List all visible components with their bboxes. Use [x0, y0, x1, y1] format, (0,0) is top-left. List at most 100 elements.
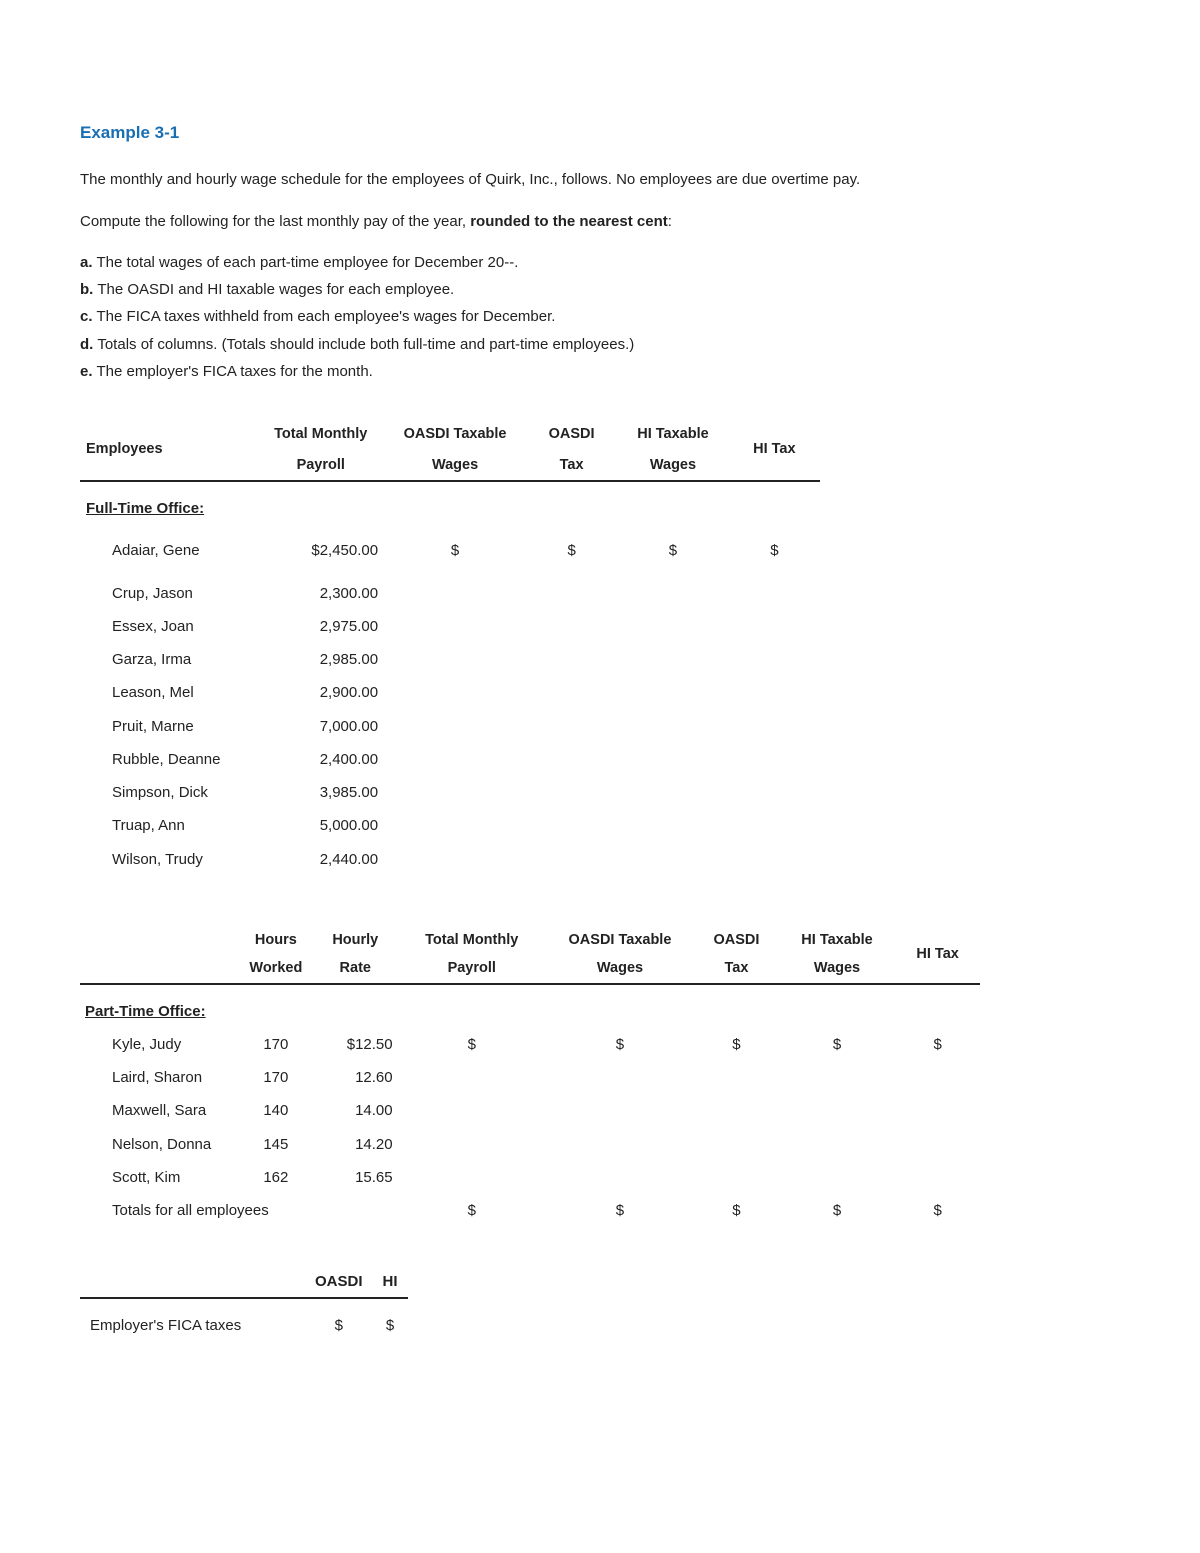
pt-blank-cell [546, 1094, 694, 1127]
ft-total-monthly-payroll: 2,400.00 [257, 743, 384, 776]
ft-h-tmp1: Total Monthly [257, 419, 384, 449]
ft-employee-name: Leason, Mel [80, 676, 257, 709]
task-b-letter: b. [80, 281, 93, 298]
pt-blank-cell: $ [779, 1028, 895, 1061]
ft-blank-cell [617, 809, 729, 842]
ft-blank-cell [617, 843, 729, 876]
pt-h-ot1: OASDI [694, 926, 779, 954]
ft-blank-cell: $ [617, 525, 729, 576]
ft-blank-cell: $ [729, 525, 820, 576]
ft-employee-name: Essex, Joan [80, 610, 257, 643]
pt-header-row: Hours Hourly Total Monthly OASDI Taxable… [80, 926, 980, 954]
ft-total-monthly-payroll: 2,975.00 [257, 610, 384, 643]
task-e-letter: e. [80, 363, 93, 380]
ft-row: Garza, Irma2,985.00 [80, 643, 820, 676]
pt-hours-worked: 170 [239, 1061, 313, 1094]
ft-h-employees: Employees [80, 419, 257, 481]
ft-row: Leason, Mel2,900.00 [80, 676, 820, 709]
ft-blank-cell [617, 710, 729, 743]
ft-total-monthly-payroll: 2,985.00 [257, 643, 384, 676]
fica-oasdi-val: $ [305, 1309, 373, 1342]
fulltime-table: Employees Total Monthly OASDI Taxable OA… [80, 419, 820, 876]
pt-h-rate2: Rate [313, 954, 398, 983]
ft-blank-cell [617, 577, 729, 610]
ft-employee-name: Pruit, Marne [80, 710, 257, 743]
ft-row: Adaiar, Gene$2,450.00$$$$ [80, 525, 820, 576]
pt-blank-cell [398, 1094, 546, 1127]
employer-fica-table: OASDI HI Employer's FICA taxes $ $ [80, 1267, 408, 1342]
pt-blank-cell [895, 1094, 980, 1127]
pt-blank-cell: $ [895, 1028, 980, 1061]
task-d-letter: d. [80, 336, 93, 353]
pt-section-row: Part-Time Office: [80, 995, 980, 1028]
task-e: e.The employer's FICA taxes for the mont… [80, 360, 1120, 383]
parttime-table: Hours Hourly Total Monthly OASDI Taxable… [80, 926, 980, 1228]
fica-label: Employer's FICA taxes [80, 1309, 305, 1342]
pt-h-tmp2: Payroll [398, 954, 546, 983]
pt-h-htw1: HI Taxable [779, 926, 895, 954]
pt-blank-cell: $ [398, 1028, 546, 1061]
pt-blank-cell [694, 1061, 779, 1094]
pt-totals-label: Totals for all employees [80, 1194, 398, 1227]
pt-blank-cell [546, 1161, 694, 1194]
ft-blank-cell [526, 843, 617, 876]
ft-total-monthly-payroll: 5,000.00 [257, 809, 384, 842]
fica-hi-val: $ [373, 1309, 408, 1342]
task-list: a.The total wages of each part-time empl… [80, 251, 1120, 383]
pt-blank-cell [779, 1094, 895, 1127]
pt-hourly-rate: 14.00 [313, 1094, 398, 1127]
pt-employee-name: Laird, Sharon [80, 1061, 239, 1094]
ft-blank-cell [729, 610, 820, 643]
pt-hours-worked: 145 [239, 1128, 313, 1161]
pt-h-otw2: Wages [546, 954, 694, 983]
ft-blank-cell [729, 743, 820, 776]
pt-h-ht: HI Tax [895, 926, 980, 984]
ft-section-row: Full-Time Office: [80, 492, 820, 525]
ft-h-otw1: OASDI Taxable [384, 419, 526, 449]
pt-blank-cell [398, 1128, 546, 1161]
ft-h-ht: HI Tax [729, 419, 820, 481]
ft-blank-cell [526, 710, 617, 743]
pt-h-tmp1: Total Monthly [398, 926, 546, 954]
ft-total-monthly-payroll: 2,440.00 [257, 843, 384, 876]
pt-header-row2: Worked Rate Payroll Wages Tax Wages [80, 954, 980, 983]
pt-row: Scott, Kim16215.65 [80, 1161, 980, 1194]
ft-employee-name: Wilson, Trudy [80, 843, 257, 876]
ft-employee-name: Adaiar, Gene [80, 525, 257, 576]
pt-totals-row: Totals for all employees $ $ $ $ $ [80, 1194, 980, 1227]
task-c-text: The FICA taxes withheld from each employ… [97, 308, 556, 325]
ft-blank-cell [384, 643, 526, 676]
ft-employee-name: Rubble, Deanne [80, 743, 257, 776]
ft-blank-cell [384, 676, 526, 709]
ft-blank-cell [729, 809, 820, 842]
pt-h-htw2: Wages [779, 954, 895, 983]
pt-blank-cell [895, 1128, 980, 1161]
pt-blank-cell [779, 1061, 895, 1094]
ft-blank-cell [526, 643, 617, 676]
pt-blank-cell [398, 1061, 546, 1094]
task-b-text: The OASDI and HI taxable wages for each … [97, 281, 454, 298]
ft-blank-cell [617, 643, 729, 676]
ft-row: Rubble, Deanne2,400.00 [80, 743, 820, 776]
ft-total-monthly-payroll: 7,000.00 [257, 710, 384, 743]
pt-h-otw1: OASDI Taxable [546, 926, 694, 954]
task-c: c.The FICA taxes withheld from each empl… [80, 305, 1120, 328]
ft-employee-name: Crup, Jason [80, 577, 257, 610]
ft-blank-cell [729, 676, 820, 709]
ft-blank-cell [384, 610, 526, 643]
ft-h-htw1: HI Taxable [617, 419, 729, 449]
example-title: Example 3-1 [80, 120, 1120, 146]
task-e-text: The employer's FICA taxes for the month. [97, 363, 373, 380]
pt-blank-cell [895, 1161, 980, 1194]
ft-total-monthly-payroll: 3,985.00 [257, 776, 384, 809]
fica-h-hi: HI [373, 1267, 408, 1297]
ft-header-row: Employees Total Monthly OASDI Taxable OA… [80, 419, 820, 449]
intro2-prefix: Compute the following for the last month… [80, 213, 470, 230]
pt-blank-cell [694, 1161, 779, 1194]
intro2-bold: rounded to the nearest cent [470, 213, 668, 230]
pt-row: Maxwell, Sara14014.00 [80, 1094, 980, 1127]
pt-blank-cell [694, 1128, 779, 1161]
pt-totals-ot: $ [694, 1194, 779, 1227]
pt-h-rate1: Hourly [313, 926, 398, 954]
pt-totals-otw: $ [546, 1194, 694, 1227]
